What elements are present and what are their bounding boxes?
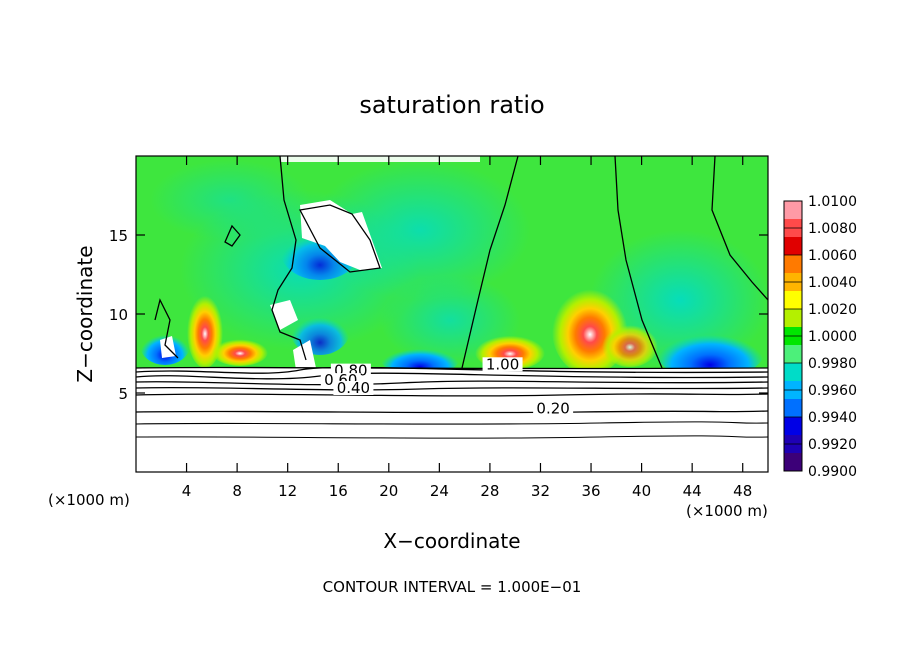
x-tick-label: 48: [733, 482, 752, 500]
colorbar-label: 0.9920: [808, 437, 857, 453]
x-tick-label: 40: [632, 482, 651, 500]
contour-interval-note: CONTOUR INTERVAL = 1.000E−01: [323, 578, 582, 596]
colorbar-label: 1.0060: [808, 248, 857, 264]
x-tick-label: 28: [480, 482, 499, 500]
colorbar-swatch: [784, 201, 802, 220]
colorbar-label: 0.9940: [808, 410, 857, 426]
y-tick-label: 10: [109, 306, 128, 324]
x-tick-label: 24: [430, 482, 449, 500]
x-tick-label: 36: [581, 482, 600, 500]
x-tick-label: 20: [379, 482, 398, 500]
colorbar-label: 0.9980: [808, 356, 857, 372]
contour-labels: 1.000.800.600.400.20: [320, 355, 574, 418]
colorbar-label: 1.0000: [808, 329, 857, 345]
heatmap-field: [136, 156, 768, 472]
colorbar-swatch: [784, 363, 802, 382]
colorbar-swatch: [784, 399, 802, 418]
colorbar-swatch: [784, 345, 802, 364]
colorbar-swatch: [784, 309, 802, 328]
colorbar-label: 0.9900: [808, 464, 857, 480]
x-tick-label: 16: [329, 482, 348, 500]
colorbar-label: 1.0040: [808, 275, 857, 291]
chart-title: saturation ratio: [359, 91, 544, 119]
colorbar-label: 1.0080: [808, 221, 857, 237]
contour-label-bg: [482, 357, 523, 372]
colorbar-swatch: [784, 255, 802, 274]
colorbar: 1.0100 1.0080 1.0060 1.0040 1.0020 1.0000 0.99…: [783, 194, 857, 480]
x-tick-label: 12: [278, 482, 297, 500]
contour-lines: [136, 156, 768, 439]
x-axis-ticks: 4 8 12 16 20 24 28 32 36 40 44 48: [182, 156, 752, 500]
contour-label: 0.20: [536, 400, 569, 418]
colorbar-label: 1.0100: [808, 194, 857, 210]
colorbar-swatch: [784, 237, 802, 256]
contour-label: 0.40: [337, 379, 370, 397]
x-tick-label: 44: [683, 482, 702, 500]
x-tick-label: 4: [182, 482, 192, 500]
x-axis-label: X−coordinate: [383, 529, 520, 553]
contour-label-bg: [533, 401, 574, 416]
x-axis-unit-left: (×1000 m): [48, 491, 130, 509]
x-tick-label: 8: [232, 482, 242, 500]
colorbar-swatch: [784, 453, 802, 472]
contour-label-bg: [333, 381, 374, 395]
colorbar-swatch: [784, 291, 802, 310]
colorbar-swatch: [784, 417, 802, 436]
x-axis-unit-right: (×1000 m): [686, 502, 768, 520]
colorbar-label: 0.9960: [808, 383, 857, 399]
x-tick-label: 32: [531, 482, 550, 500]
y-axis-label: Z−coordinate: [73, 245, 97, 382]
y-tick-label: 15: [109, 227, 128, 245]
contour-label: 1.00: [486, 355, 519, 373]
y-tick-label: 5: [118, 385, 128, 403]
colorbar-label: 1.0020: [808, 302, 857, 318]
y-axis-ticks: 5 10 15: [109, 227, 768, 403]
